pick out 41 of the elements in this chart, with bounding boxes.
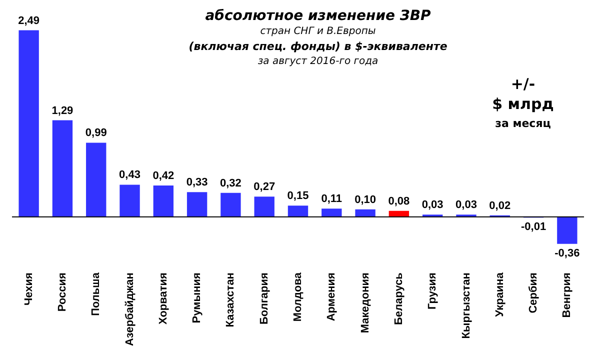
x-tick-label: Хорватия (157, 272, 170, 324)
data-label: 0,10 (354, 194, 376, 206)
text: (включая спец. фонды) в $-эквиваленте (188, 40, 448, 53)
annotation: $ млрд (491, 94, 555, 114)
x-tick-label: Польша (90, 272, 102, 316)
data-label: 0,03 (456, 199, 477, 212)
data-label: 0,33 (186, 176, 208, 189)
data-label: 0,11 (321, 193, 342, 206)
x-tick-label: Казахстан (224, 272, 237, 328)
x-tick-label: Беларусь (392, 272, 405, 325)
x-tick-label: Грузия (426, 272, 439, 310)
x-tick-label: Чехия (22, 272, 35, 306)
annotation: +/- (510, 74, 536, 94)
data-label: 0,03 (422, 199, 444, 212)
data-label: 0,43 (119, 169, 140, 182)
data-label: -0,36 (554, 247, 580, 260)
data-label: 0,27 (254, 181, 276, 194)
data-label: 0,02 (489, 200, 511, 212)
data-label: 0,32 (220, 177, 242, 190)
data-label: 0,99 (85, 127, 107, 140)
data-label: 2,49 (18, 14, 40, 27)
x-tick-label: Азербайджан (124, 272, 136, 346)
x-tick-label: Украина (494, 272, 506, 317)
data-label: 0,15 (287, 190, 309, 202)
text: за август 2016-го года (258, 56, 378, 67)
data-label: 1,29 (52, 104, 74, 117)
x-tick-label: Армения (326, 272, 338, 322)
x-tick-label: Сербия (528, 272, 540, 314)
x-tick-label: Россия (56, 272, 68, 312)
data-label: 0,42 (152, 170, 174, 182)
x-tick-label: Молдова (292, 272, 304, 322)
x-tick-label: Болгария (258, 272, 270, 324)
x-tick-label: Македония (359, 272, 372, 334)
data-label: -0,01 (520, 221, 546, 234)
x-tick-label: Румыния (191, 272, 204, 324)
x-tick-label: Кыргызстан (460, 272, 472, 339)
chart-title: абсолютное изменение ЗВР (204, 8, 432, 24)
annotation: за месяц (494, 116, 552, 132)
data-label: 0,08 (388, 195, 410, 208)
x-tick-label: Венгрия (561, 272, 574, 318)
text: стран СНГ и В.Европы (260, 26, 376, 37)
